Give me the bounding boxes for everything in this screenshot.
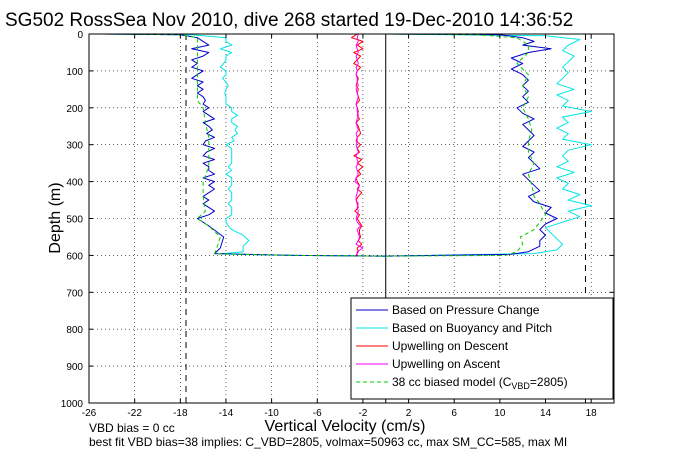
y-tick-label: 600 [66,251,83,262]
y-tick-labels: 0 100 200 300 400 500 600 700 800 900 1000 [61,30,84,410]
legend: Based on Pressure Change Based on Buoyanc… [350,297,614,400]
x-tick-label: 10 [494,408,506,419]
y-tick-label: 300 [66,141,83,152]
y-tick-label: 500 [66,215,83,226]
x-tick-label: -18 [173,408,188,419]
legend-label: Upwelling on Descent [392,339,509,353]
y-tick-label: 100 [66,67,83,78]
series-line-4 [100,33,546,257]
ticks [88,33,614,404]
legend-label: Based on Buoyancy and Pitch [392,321,552,335]
series-line-0 [100,33,558,257]
x-tick-label: -6 [313,408,322,419]
legend-entries: Based on Pressure Change Based on Buoyanc… [356,303,568,391]
y-tick-label: 800 [66,325,83,336]
y-axis-label: Depth (m) [47,182,64,253]
x-axis-label: Vertical Velocity (cm/s) [265,418,426,435]
legend-label: Upwelling on Ascent [392,357,501,371]
x-tick-label: -10 [264,408,279,419]
footnote-best-fit: best fit VBD bias=38 implies: C_VBD=2805… [89,435,567,449]
y-tick-label: 400 [66,178,83,189]
y-tick-label: 0 [77,30,83,41]
y-tick-label: 900 [66,362,83,373]
x-tick-labels: -26 -22 -18 -14 -10 -6 -2 2 6 10 14 18 [82,408,597,419]
x-tick-label: 2 [406,408,412,419]
series-group [100,33,592,257]
legend-label: 38 cc biased model (CVBD=2805) [392,375,568,391]
legend-label: Based on Pressure Change [392,303,540,317]
x-tick-label: -2 [358,408,367,419]
x-tick-label: -22 [127,408,142,419]
series-line-1 [100,33,592,257]
x-tick-label: 18 [586,408,598,419]
legend-box [350,297,614,400]
y-tick-label: 200 [66,104,83,115]
x-tick-label: -14 [219,408,234,419]
y-tick-label: 1000 [61,399,84,410]
chart-title: SG502 RossSea Nov 2010, dive 268 started… [5,10,573,31]
x-tick-label: 6 [451,408,457,419]
x-tick-label: 14 [540,408,552,419]
series-line-3 [354,33,364,256]
y-tick-label: 700 [66,288,83,299]
x-tick-label: -26 [82,408,97,419]
footnote-vbd-bias: VBD bias = 0 cc [89,421,175,435]
